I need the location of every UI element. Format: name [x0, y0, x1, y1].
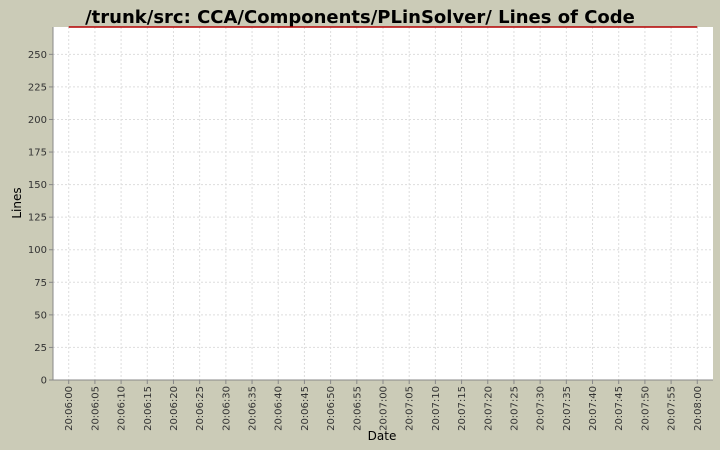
x-tick-label: 20:07:35	[562, 386, 573, 431]
y-tick-label: 175	[28, 148, 47, 159]
x-tick-label: 20:07:10	[431, 386, 442, 431]
x-tick-label: 20:06:55	[352, 386, 363, 431]
x-tick-label: 20:06:40	[274, 386, 285, 431]
y-tick-label: 0	[41, 376, 47, 387]
x-tick-label: 20:07:45	[614, 386, 625, 431]
x-tick-label: 20:07:30	[536, 386, 547, 431]
x-tick-label: 20:06:25	[195, 386, 206, 431]
x-tick-label: 20:06:05	[90, 386, 101, 431]
x-tick-label: 20:06:10	[117, 386, 128, 431]
y-tick-label: 50	[34, 310, 47, 321]
x-tick-label: 20:07:00	[379, 386, 390, 431]
x-tick-label: 20:07:55	[667, 386, 678, 431]
y-tick-label: 225	[28, 82, 47, 93]
x-tick-label: 20:06:50	[326, 386, 337, 431]
x-tick-label: 20:07:25	[509, 386, 520, 431]
y-tick-label: 150	[28, 180, 47, 191]
y-axis-label: Lines	[10, 187, 24, 218]
x-tick-label: 20:06:20	[169, 386, 180, 431]
y-tick-label: 200	[28, 115, 47, 126]
x-tick-label: 20:06:30	[221, 386, 232, 431]
x-tick-label: 20:08:00	[693, 386, 704, 431]
y-tick-label: 250	[28, 50, 47, 61]
x-tick-label: 20:06:15	[143, 386, 154, 431]
x-tick-label: 20:07:05	[405, 386, 416, 431]
x-tick-label: 20:06:35	[248, 386, 259, 431]
x-tick-label: 20:06:00	[64, 386, 75, 431]
x-axis-label: Date	[368, 429, 397, 443]
x-tick-label: 20:07:15	[457, 386, 468, 431]
x-tick-label: 20:06:45	[300, 386, 311, 431]
y-tick-label: 125	[28, 213, 47, 224]
y-tick-label: 75	[34, 278, 47, 289]
x-tick-label: 20:07:20	[483, 386, 494, 431]
chart-title: /trunk/src: CCA/Components/PLinSolver/ L…	[85, 7, 635, 28]
y-tick-label: 100	[28, 245, 47, 256]
y-tick-label: 25	[34, 343, 47, 354]
x-tick-label: 20:07:50	[640, 386, 651, 431]
x-tick-label: 20:07:40	[588, 386, 599, 431]
